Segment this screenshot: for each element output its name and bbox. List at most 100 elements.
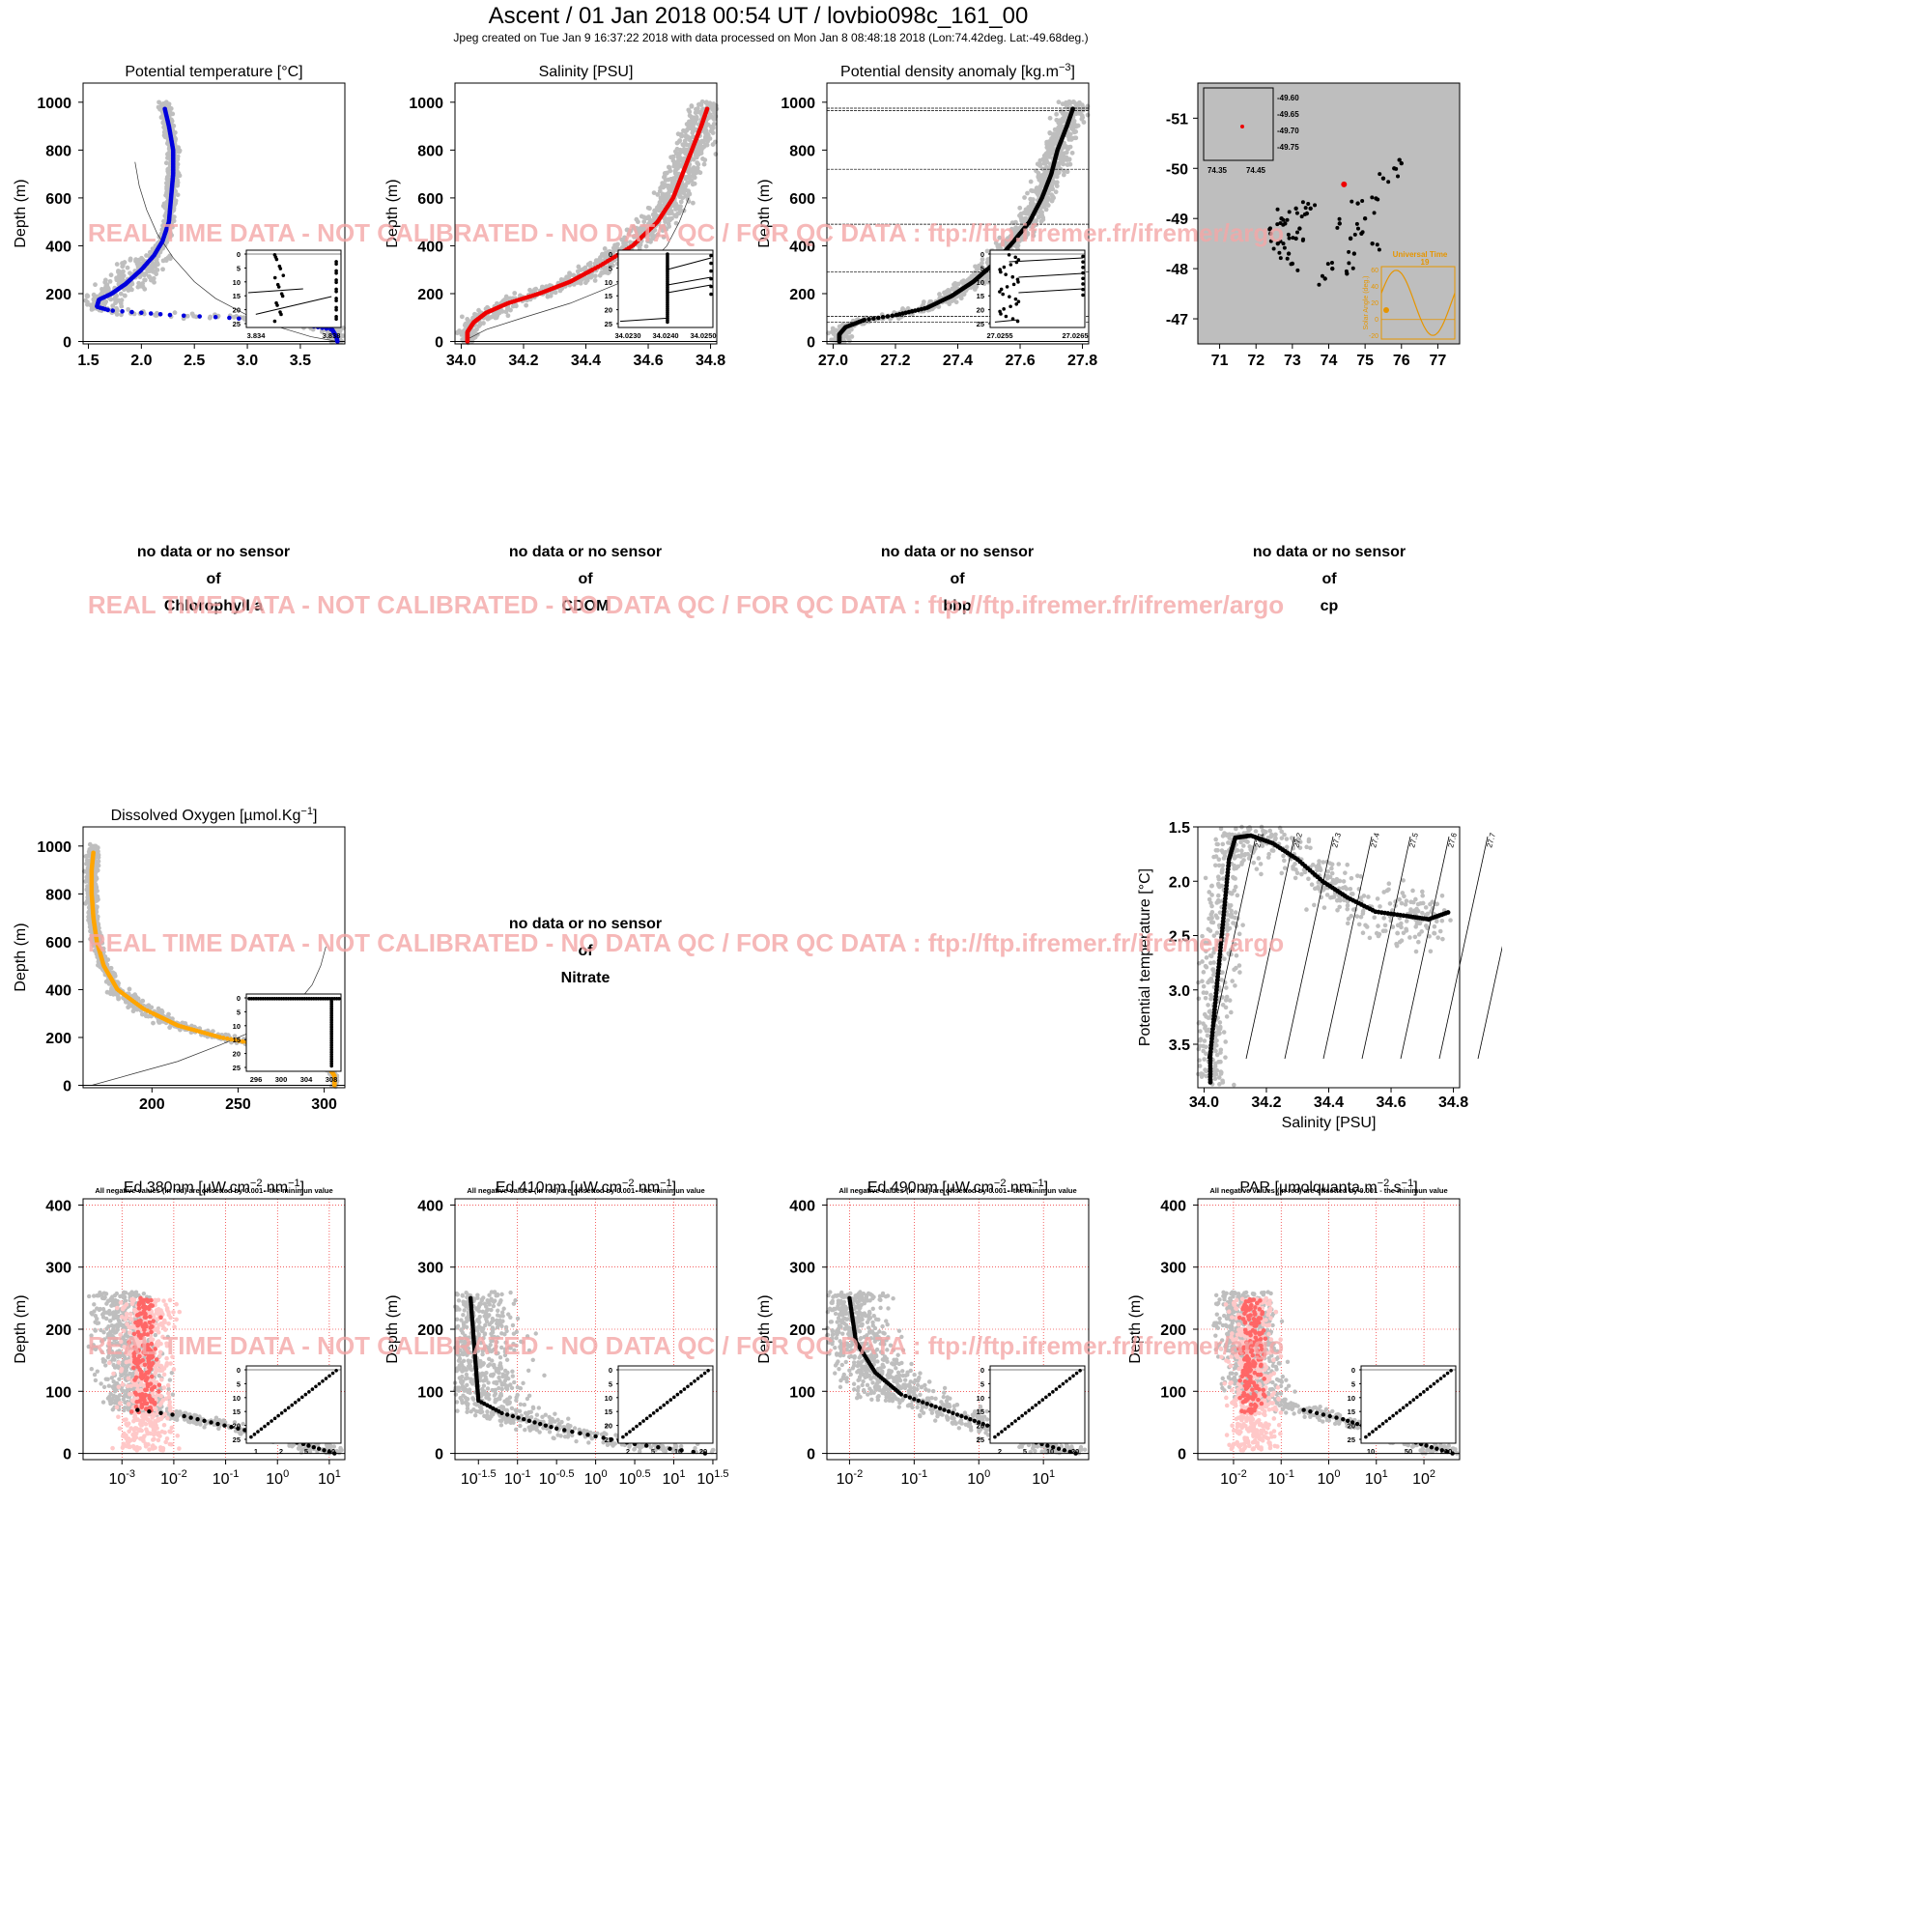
inset-y-tick: 25	[977, 320, 984, 328]
x-tick-label: 2.0	[130, 353, 152, 369]
profile-point	[862, 317, 867, 323]
inset-point	[1013, 297, 1018, 301]
y-axis-label: Depth (m)	[13, 179, 29, 247]
climatology-point	[140, 998, 146, 1004]
inset-point	[1011, 282, 1016, 287]
x-tick-label: 27.6	[1005, 353, 1035, 369]
inset-y-tick: 15	[233, 292, 241, 300]
climatology-point	[139, 255, 144, 261]
climatology-point	[675, 131, 681, 137]
climatology-point	[1025, 190, 1030, 196]
inset-point	[1008, 295, 1011, 298]
climatology-point	[122, 260, 128, 265]
profile-point	[227, 315, 232, 321]
inset-x-tick: 34.0240	[652, 331, 678, 340]
inset-y-tick: 15	[605, 292, 612, 300]
profile-point	[120, 309, 125, 314]
inset-point	[999, 312, 1003, 316]
inset-x-tick: 34.0230	[614, 331, 640, 340]
inset-point	[1004, 314, 1009, 319]
climatology-point	[144, 253, 149, 258]
plot-title: Salinity [PSU]	[539, 64, 634, 80]
inset-point	[272, 275, 277, 280]
y-tick-label: 1000	[37, 96, 71, 112]
climatology-point	[1065, 169, 1070, 175]
climatology-point	[1041, 153, 1047, 158]
inset-point	[709, 284, 713, 289]
climatology-point	[711, 101, 717, 106]
inset-point	[276, 285, 281, 289]
inset-point	[709, 253, 713, 258]
inset-point	[278, 267, 283, 270]
climatology-point	[599, 270, 605, 275]
page-subtitle: Jpeg created on Tue Jan 9 16:37:22 2018 …	[453, 31, 1088, 44]
climatology-point	[567, 270, 572, 276]
climatology-point	[600, 252, 605, 258]
climatology-point	[1059, 108, 1064, 114]
climatology-point	[146, 1003, 152, 1009]
x-tick-label: 27.4	[943, 353, 973, 369]
climatology-point	[946, 288, 951, 293]
climatology-point	[126, 306, 131, 312]
x-tick-label: 2.5	[184, 353, 205, 369]
climatology-point	[592, 278, 598, 283]
climatology-point	[172, 199, 178, 204]
climatology-point	[713, 152, 719, 156]
inset-y-tick: 5	[980, 264, 984, 272]
inset-point	[666, 320, 669, 325]
profile-point	[213, 314, 218, 320]
climatology-point	[1034, 186, 1039, 192]
profile-point	[157, 311, 163, 317]
climatology-point	[686, 188, 692, 194]
y-tick-label: 800	[789, 143, 815, 159]
inset-y-tick: 20	[605, 306, 612, 315]
climatology-point	[645, 205, 651, 211]
climatology-point	[830, 326, 836, 331]
inset-point	[1016, 280, 1020, 284]
inset-point	[1081, 282, 1085, 286]
climatology-point	[136, 280, 142, 286]
climatology-point	[164, 181, 169, 185]
climatology-point	[84, 293, 90, 298]
climatology-point	[108, 272, 114, 278]
climatology-point	[1085, 112, 1091, 118]
profile-point	[225, 1036, 230, 1041]
climatology-point	[1070, 99, 1076, 104]
climatology-point	[207, 315, 213, 321]
inset-point	[272, 319, 277, 324]
climatology-point	[1022, 195, 1027, 200]
climatology-point	[1073, 135, 1079, 141]
climatology-point	[138, 261, 144, 267]
inset-y-tick: 5	[609, 264, 612, 272]
panel-temp: Potential temperature [°C]02004006008001…	[13, 64, 346, 369]
inset-y-tick: 5	[237, 264, 241, 272]
climatology-point	[128, 270, 132, 276]
climatology-point	[1047, 115, 1053, 121]
profile-point	[867, 317, 871, 322]
climatology-point	[122, 293, 128, 298]
climatology-point	[700, 156, 705, 161]
inset-point	[1014, 260, 1019, 265]
inset-point	[1002, 307, 1006, 311]
inset-point	[334, 298, 338, 303]
climatology-point	[711, 121, 717, 127]
inset-point	[280, 294, 285, 298]
climatology-point	[102, 277, 108, 283]
climatology-point	[116, 269, 121, 273]
page-title: Ascent / 01 Jan 2018 00:54 UT / lovbio09…	[489, 3, 1029, 29]
inset-point	[709, 269, 713, 273]
climatology-point	[163, 160, 169, 166]
climatology-point	[1054, 111, 1060, 117]
climatology-point	[119, 312, 124, 318]
climatology-point	[119, 303, 125, 309]
inset-point	[279, 312, 283, 317]
inset-point	[1005, 285, 1009, 289]
climatology-point	[121, 269, 126, 274]
panel-dens: Potential density anomaly [kg.m−3]020040…	[756, 62, 1097, 369]
climatology-point	[678, 204, 683, 210]
climatology-point	[1028, 179, 1034, 185]
x-tick-label: 34.4	[571, 353, 601, 369]
y-tick-label: 800	[45, 143, 71, 159]
inset-point	[998, 290, 1002, 294]
inset-point	[1081, 270, 1085, 275]
